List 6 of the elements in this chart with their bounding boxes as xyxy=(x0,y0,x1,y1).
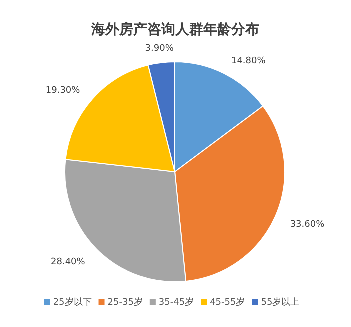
legend-label: 45-55岁 xyxy=(210,297,246,308)
legend-label: 25岁以下 xyxy=(53,297,92,308)
legend-label: 25-35岁 xyxy=(108,297,143,308)
legend-label: 55岁以上 xyxy=(261,297,300,308)
title: 海外房产咨询人群年龄分布 xyxy=(92,22,260,38)
legend-label: 35-45岁 xyxy=(158,297,194,308)
